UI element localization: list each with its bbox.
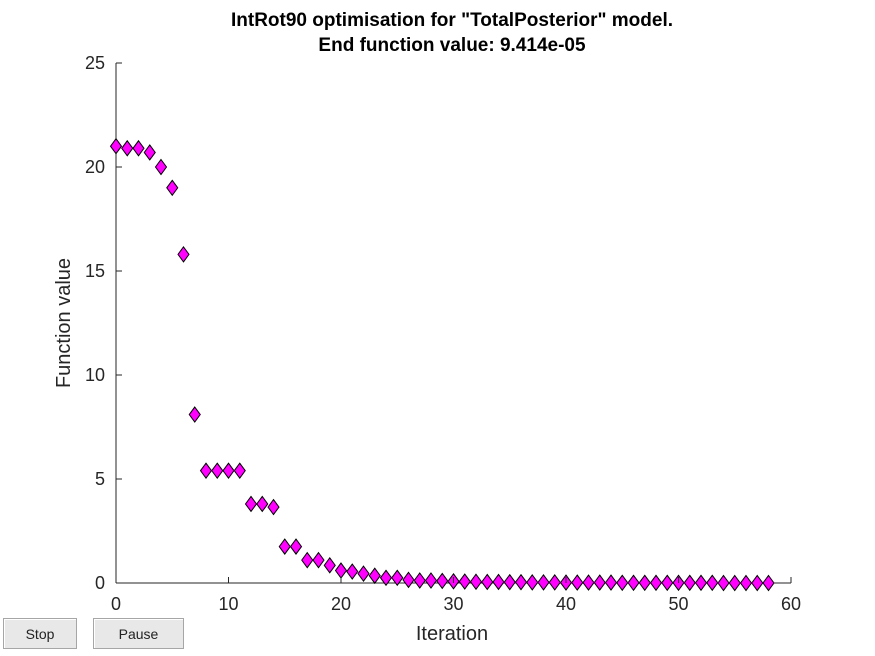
x-tick-label: 30 — [443, 594, 463, 614]
plot-axes — [115, 63, 791, 584]
data-point — [739, 574, 753, 592]
data-point — [278, 538, 291, 555]
data-point — [604, 574, 618, 591]
data-point — [649, 574, 663, 592]
y-tick-label: 15 — [85, 261, 105, 281]
data-point — [728, 574, 741, 592]
data-point — [717, 574, 730, 592]
data-point — [582, 574, 595, 591]
data-point — [537, 574, 550, 591]
data-point — [436, 572, 449, 590]
y-tick-label: 5 — [95, 469, 105, 489]
data-point — [109, 137, 123, 155]
data-point — [312, 551, 325, 569]
data-point — [188, 406, 201, 423]
data-point — [289, 538, 303, 555]
data-point — [132, 139, 145, 157]
data-point — [571, 574, 584, 591]
data-point — [638, 574, 651, 592]
data-point — [323, 556, 336, 574]
data-point — [166, 179, 179, 197]
y-tick-label: 0 — [95, 573, 105, 593]
data-point — [514, 573, 528, 591]
data-point — [413, 572, 426, 589]
x-tick-label: 20 — [331, 594, 351, 614]
data-point — [492, 573, 505, 591]
data-point — [593, 574, 606, 591]
data-point — [199, 462, 213, 480]
data-point — [143, 144, 156, 161]
x-tick-label: 60 — [781, 594, 801, 614]
data-point — [256, 495, 269, 513]
data-point — [121, 139, 134, 157]
data-point — [706, 574, 719, 592]
pause-button[interactable]: Pause — [93, 618, 184, 649]
chart-title: IntRot90 optimisation for "TotalPosterio… — [231, 10, 673, 31]
data-point — [368, 567, 381, 585]
data-point — [391, 569, 404, 587]
data-point — [616, 574, 629, 592]
x-tick-label: 50 — [668, 594, 688, 614]
data-point — [762, 574, 775, 592]
data-point — [379, 569, 393, 587]
data-point — [548, 574, 561, 591]
data-point — [424, 572, 438, 589]
data-point — [233, 462, 246, 480]
data-point — [334, 562, 348, 579]
data-point — [481, 573, 494, 591]
x-tick-label: 0 — [111, 594, 121, 614]
data-point — [683, 574, 696, 592]
x-tick-label: 40 — [556, 594, 576, 614]
y-tick-label: 20 — [85, 157, 105, 177]
data-point — [526, 574, 539, 591]
data-point — [222, 462, 235, 480]
y-axis-ticks: 0 5 10 15 20 25 — [85, 53, 122, 593]
x-axis-ticks: 0 10 20 30 40 50 60 — [111, 577, 801, 614]
data-point — [346, 563, 359, 580]
data-point — [244, 495, 258, 513]
data-point — [357, 565, 370, 582]
data-point — [211, 462, 224, 480]
data-point — [402, 571, 415, 589]
chart-subtitle: End function value: 9.414e-05 — [318, 35, 586, 56]
stop-button[interactable]: Stop — [3, 618, 77, 649]
data-point — [469, 573, 483, 591]
y-tick-label: 25 — [85, 53, 105, 73]
y-axis-label: Function value — [53, 258, 75, 388]
data-point — [177, 246, 190, 263]
data-point — [267, 498, 280, 516]
data-point — [661, 574, 674, 592]
x-tick-label: 10 — [218, 594, 238, 614]
data-point — [751, 574, 764, 592]
data-point — [503, 573, 516, 591]
data-point — [458, 573, 471, 590]
data-markers — [109, 137, 775, 592]
data-point — [154, 158, 168, 176]
x-axis-label: Iteration — [416, 623, 488, 645]
data-point — [627, 574, 640, 592]
data-point — [694, 574, 708, 592]
data-point — [301, 551, 314, 569]
y-tick-label: 10 — [85, 365, 105, 385]
